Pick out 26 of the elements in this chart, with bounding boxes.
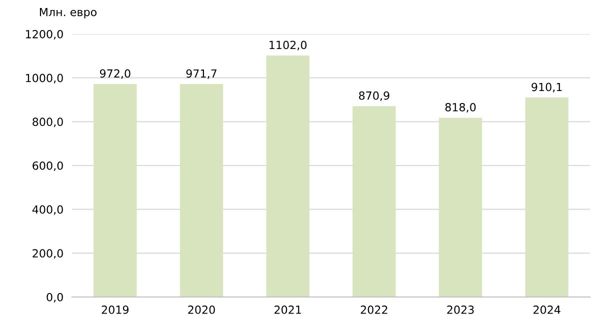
data-label: 818,0: [445, 103, 476, 113]
x-tick-label: 2024: [534, 306, 560, 314]
y-axis-title: Млн. евро: [40, 8, 97, 18]
x-tick-label: 2019: [102, 306, 129, 314]
bar: [180, 84, 224, 297]
y-tick-label: 400,0: [32, 205, 63, 215]
x-tick-label: 2022: [360, 306, 388, 314]
data-label: 1102,0: [270, 40, 307, 50]
y-tick-label: 600,0: [32, 161, 63, 172]
y-tick-label: 0,0: [46, 292, 63, 303]
data-label: 870,9: [359, 91, 390, 101]
bar: [266, 55, 310, 297]
y-tick-label: 200,0: [32, 249, 63, 259]
y-tick-label: 1000,0: [26, 74, 63, 84]
y-tick-label: 800,0: [32, 118, 63, 128]
x-tick-label: 2023: [447, 306, 474, 314]
bar: [94, 84, 137, 297]
data-label: 972,0: [100, 69, 130, 79]
y-tick-label: 1200,0: [26, 30, 63, 40]
data-label: 910,1: [532, 82, 562, 92]
bar: [525, 98, 568, 297]
bar: [438, 118, 482, 297]
bar: [352, 106, 396, 297]
x-tick-label: 2021: [274, 306, 301, 314]
x-tick-label: 2020: [188, 306, 215, 314]
data-label: 971,7: [186, 69, 216, 79]
